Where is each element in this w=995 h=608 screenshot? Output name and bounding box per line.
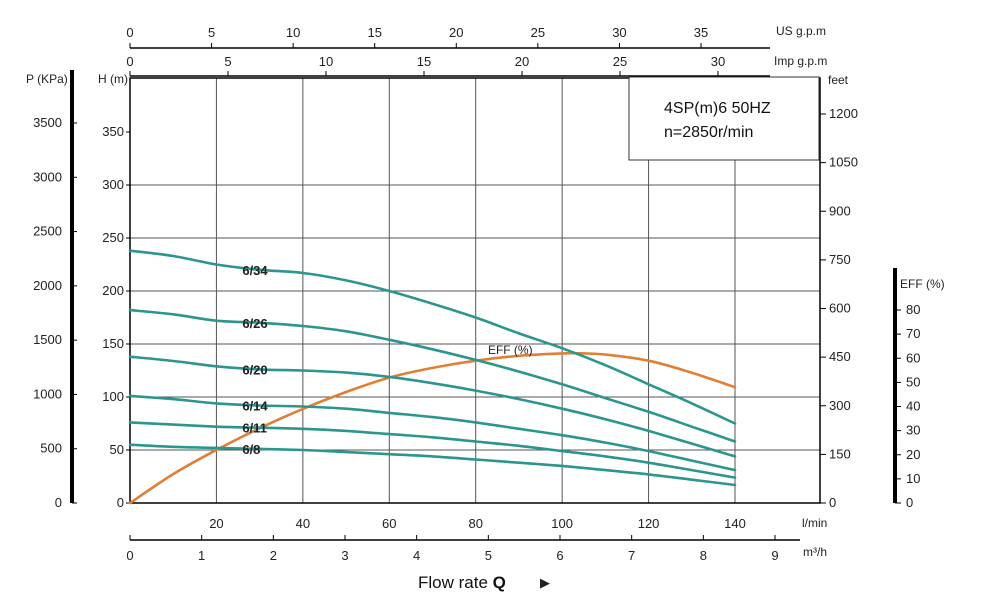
- m3h-tick-label: 5: [485, 548, 492, 563]
- lpm-tick-label: 80: [468, 516, 482, 531]
- curve-label-6-8: 6/8: [242, 442, 260, 457]
- usgpm-tick-label: 30: [612, 25, 626, 40]
- curve-label-6-11: 6/11: [242, 421, 267, 436]
- pressure-tick-label: 2500: [33, 224, 62, 239]
- head-tick-label: 250: [102, 230, 124, 245]
- curve-labels: EFF (%) 6/34 6/26 6/20 6/14 6/11 6/8: [242, 263, 532, 457]
- eff-tick-label: 30: [906, 423, 920, 438]
- lpm-tick-label: 100: [551, 516, 573, 531]
- x-axis-usgpm-unit: US g.p.m: [776, 24, 826, 38]
- m3h-tick-label: 7: [628, 548, 635, 563]
- feet-tick-label: 150: [829, 446, 851, 461]
- x-axis-lpm-unit: l/min: [802, 516, 827, 530]
- lpm-tick-label: 20: [209, 516, 223, 531]
- eff-tick-label: 50: [906, 374, 920, 389]
- eff-tick-label: 80: [906, 302, 920, 317]
- head-tick-label: 150: [102, 336, 124, 351]
- usgpm-tick-label: 25: [531, 25, 545, 40]
- x-axis-impgpm-unit: Imp g.p.m: [774, 54, 827, 68]
- head-curve-6-8: [128, 443, 737, 487]
- feet-tick-label: 750: [829, 252, 851, 267]
- m3h-tick-label: 8: [700, 548, 707, 563]
- curve-label-6-34: 6/34: [242, 263, 268, 278]
- pressure-tick-label: 0: [55, 495, 62, 510]
- impgpm-tick-label: 25: [613, 54, 627, 69]
- head-tick-label: 0: [117, 495, 124, 510]
- usgpm-tick-label: 15: [367, 25, 381, 40]
- m3h-tick-label: 0: [126, 548, 133, 563]
- m3h-tick-label: 1: [198, 548, 205, 563]
- usgpm-tick-label: 20: [449, 25, 463, 40]
- title-line-1: 4SP(m)6 50HZ: [664, 100, 771, 117]
- axes: [70, 43, 901, 541]
- m3h-tick-label: 3: [341, 548, 348, 563]
- tick-labels: 0501001502002503003500500100015002000250…: [33, 25, 920, 563]
- feet-tick-label: 1050: [829, 155, 858, 170]
- pressure-tick-label: 2000: [33, 278, 62, 293]
- eff-tick-label: 20: [906, 447, 920, 462]
- y-axis-pressure-unit: P (KPa): [26, 72, 68, 86]
- m3h-tick-label: 4: [413, 548, 420, 563]
- feet-tick-label: 300: [829, 398, 851, 413]
- feet-tick-label: 600: [829, 301, 851, 316]
- usgpm-tick-label: 10: [286, 25, 300, 40]
- x-axis-title: Flow rate Q: [418, 573, 506, 592]
- pressure-tick-label: 3500: [33, 115, 62, 130]
- impgpm-tick-label: 0: [126, 54, 133, 69]
- impgpm-tick-label: 20: [515, 54, 529, 69]
- curve-label-6-14: 6/14: [242, 398, 268, 413]
- head-curve-6-34: [128, 249, 737, 425]
- head-tick-label: 300: [102, 177, 124, 192]
- impgpm-tick-label: 15: [417, 54, 431, 69]
- pressure-tick-label: 1500: [33, 332, 62, 347]
- usgpm-tick-label: 0: [126, 25, 133, 40]
- usgpm-tick-label: 5: [208, 25, 215, 40]
- pressure-tick-label: 500: [40, 441, 62, 456]
- y-axis-head-unit: H (m): [98, 72, 128, 86]
- feet-tick-label: 900: [829, 203, 851, 218]
- y-axis-feet-unit: feet: [828, 73, 849, 87]
- lpm-tick-label: 120: [638, 516, 660, 531]
- head-tick-label: 50: [110, 442, 124, 457]
- lpm-tick-label: 140: [724, 516, 746, 531]
- curve-label-6-20: 6/20: [242, 362, 267, 377]
- head-curve-6-20: [128, 355, 737, 458]
- feet-tick-label: 1200: [829, 106, 858, 121]
- curve-label-6-26: 6/26: [242, 316, 267, 331]
- head-tick-label: 350: [102, 124, 124, 139]
- efficiency-curve-label: EFF (%): [488, 343, 533, 357]
- title-box: 4SP(m)6 50HZ n=2850r/min: [628, 76, 820, 161]
- head-curve-6-26: [128, 308, 737, 443]
- efficiency-curve: [128, 351, 737, 505]
- lpm-tick-label: 40: [296, 516, 310, 531]
- usgpm-tick-label: 35: [694, 25, 708, 40]
- head-curve-6-14: [128, 394, 737, 472]
- m3h-tick-label: 2: [270, 548, 277, 563]
- x-axis-arrow-icon: ▶: [540, 575, 550, 590]
- impgpm-tick-label: 30: [711, 54, 725, 69]
- impgpm-tick-label: 5: [224, 54, 231, 69]
- eff-tick-label: 60: [906, 350, 920, 365]
- head-curve-6-11: [128, 421, 737, 479]
- m3h-tick-label: 6: [556, 548, 563, 563]
- impgpm-tick-label: 10: [319, 54, 333, 69]
- y-axis-eff-unit: EFF (%): [900, 277, 945, 291]
- eff-tick-label: 10: [906, 471, 920, 486]
- title-line-2: n=2850r/min: [664, 124, 753, 141]
- curves: [128, 249, 737, 505]
- feet-tick-label: 0: [829, 495, 836, 510]
- eff-tick-label: 40: [906, 399, 920, 414]
- feet-tick-label: 450: [829, 349, 851, 364]
- head-tick-label: 200: [102, 283, 124, 298]
- eff-tick-label: 70: [906, 326, 920, 341]
- m3h-tick-label: 9: [771, 548, 778, 563]
- head-tick-label: 100: [102, 389, 124, 404]
- pressure-tick-label: 3000: [33, 169, 62, 184]
- x-axis-m3h-unit: m³/h: [803, 545, 827, 559]
- eff-tick-label: 0: [906, 495, 913, 510]
- pressure-tick-label: 1000: [33, 386, 62, 401]
- lpm-tick-label: 60: [382, 516, 396, 531]
